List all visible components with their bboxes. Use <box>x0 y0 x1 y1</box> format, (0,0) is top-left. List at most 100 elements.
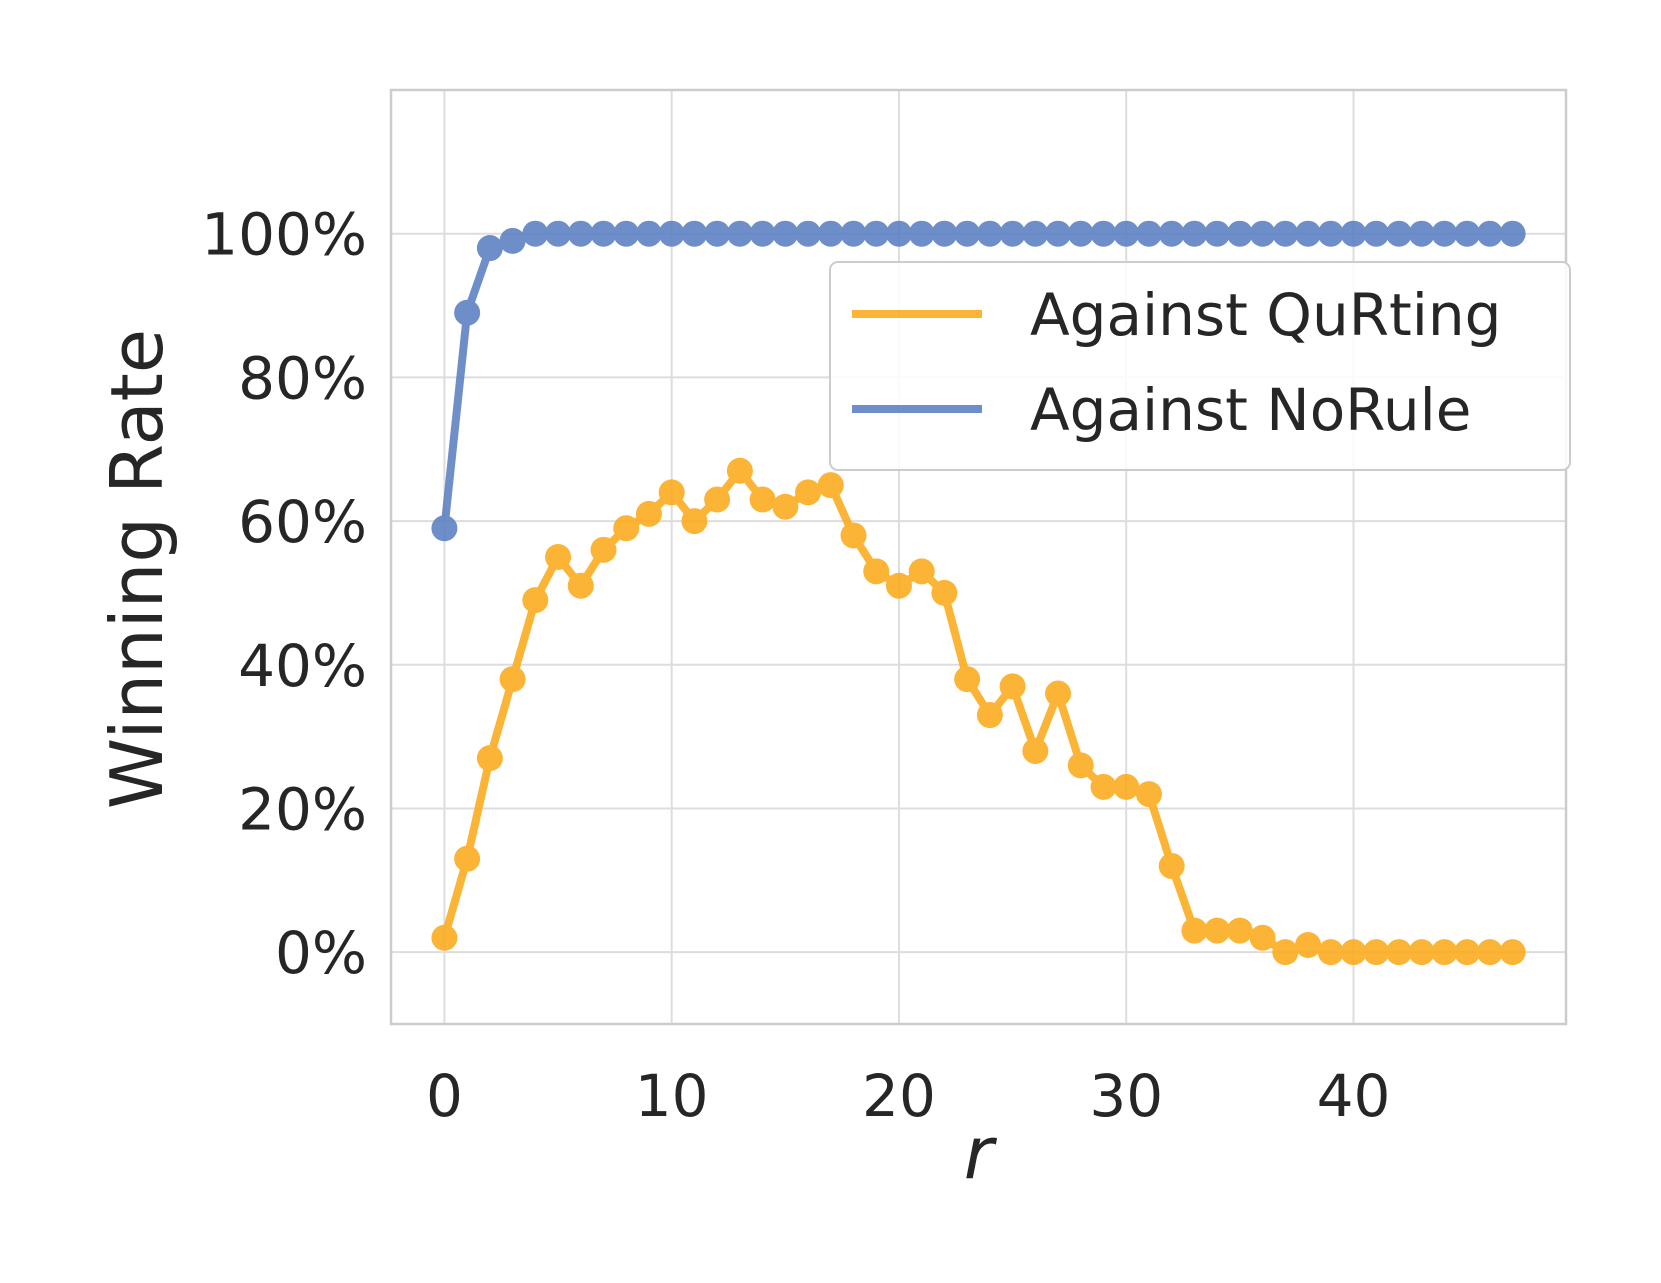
data-point <box>795 220 822 247</box>
data-point <box>1272 939 1299 966</box>
series-1 <box>431 220 1526 542</box>
data-point <box>999 673 1026 700</box>
data-point <box>1454 939 1481 966</box>
data-point <box>1158 852 1185 879</box>
data-point <box>476 235 503 262</box>
data-point <box>522 587 549 614</box>
data-point <box>976 702 1003 729</box>
data-point <box>1022 737 1049 764</box>
data-point <box>1295 220 1322 247</box>
data-point <box>499 666 526 693</box>
data-point <box>795 479 822 506</box>
plot-frame <box>389 88 1568 1026</box>
data-point <box>840 220 867 247</box>
data-point <box>1135 220 1162 247</box>
data-point <box>567 220 594 247</box>
data-point <box>817 472 844 499</box>
y-tick-label: 0% <box>275 919 367 987</box>
legend-entry: Against QuRting <box>1030 281 1501 349</box>
data-point <box>522 220 549 247</box>
x-tick-label: 10 <box>635 1062 709 1130</box>
data-point <box>772 493 799 520</box>
series-0 <box>431 457 1526 966</box>
data-point <box>545 544 572 570</box>
y-tick-label: 20% <box>238 775 367 843</box>
data-point <box>863 220 890 247</box>
data-point <box>1476 220 1503 247</box>
y-axis-label: Winning Rate <box>95 329 179 809</box>
data-point <box>590 536 617 563</box>
data-point <box>613 515 640 542</box>
data-point <box>931 579 958 606</box>
x-tick-label: 30 <box>1089 1062 1163 1130</box>
data-point <box>454 299 481 326</box>
data-point <box>499 227 526 254</box>
data-point <box>1295 931 1322 958</box>
data-point <box>1113 773 1140 800</box>
data-point <box>658 479 685 506</box>
data-point <box>431 924 458 951</box>
y-tick-label: 60% <box>238 488 367 556</box>
data-point <box>1113 220 1140 247</box>
x-tick-label: 0 <box>426 1062 463 1130</box>
data-point <box>1363 220 1390 247</box>
data-point <box>567 572 594 599</box>
data-point <box>613 220 640 247</box>
data-point <box>704 486 731 513</box>
tick-labels: 0 10 20 30 40 0% 20% 40% 60% 80% 100% <box>201 201 1390 1130</box>
data-point <box>1408 939 1435 966</box>
data-point <box>1431 220 1458 247</box>
data-point <box>1431 939 1458 966</box>
data-point <box>1340 220 1367 247</box>
data-point <box>1045 220 1072 247</box>
y-tick-label: 40% <box>238 632 367 700</box>
data-point <box>635 500 662 527</box>
data-point <box>1317 220 1344 247</box>
data-point <box>681 508 708 535</box>
data-point <box>1181 917 1208 944</box>
data-point <box>658 220 685 247</box>
data-point <box>885 220 912 247</box>
data-point <box>749 486 776 513</box>
data-point <box>908 558 935 585</box>
data-point <box>1408 220 1435 247</box>
data-point <box>1022 220 1049 247</box>
data-point <box>1499 220 1526 247</box>
data-point <box>635 220 662 247</box>
y-tick-label: 80% <box>238 344 367 412</box>
data-point <box>976 220 1003 247</box>
data-point <box>1317 939 1344 966</box>
data-point <box>726 220 753 247</box>
legend: Against QuRting Against NoRule <box>829 261 1571 471</box>
data-point <box>1135 781 1162 808</box>
data-point <box>863 558 890 585</box>
x-tick-label: 20 <box>862 1062 936 1130</box>
data-point <box>454 845 481 872</box>
data-point <box>1090 773 1117 800</box>
data-point <box>954 666 981 693</box>
data-point <box>999 220 1026 247</box>
data-point <box>681 220 708 247</box>
data-point <box>931 220 958 247</box>
y-tick-label: 100% <box>201 201 367 269</box>
data-point <box>840 522 867 549</box>
data-point <box>1090 220 1117 247</box>
x-tick-label: 40 <box>1317 1062 1391 1130</box>
data-point <box>476 745 503 772</box>
data-point <box>1204 220 1231 247</box>
data-point <box>1272 220 1299 247</box>
data-point <box>1249 220 1276 247</box>
data-point <box>1454 220 1481 247</box>
data-point <box>1226 917 1253 944</box>
data-point <box>1385 220 1412 247</box>
data-point <box>1499 939 1526 966</box>
data-point <box>431 515 458 542</box>
data-point <box>545 220 572 247</box>
data-point <box>1249 924 1276 951</box>
data-point <box>726 457 753 484</box>
data-point <box>1340 939 1367 966</box>
data-point <box>590 220 617 247</box>
data-point <box>1204 917 1231 944</box>
data-point <box>1067 752 1094 779</box>
legend-box <box>829 261 1571 471</box>
